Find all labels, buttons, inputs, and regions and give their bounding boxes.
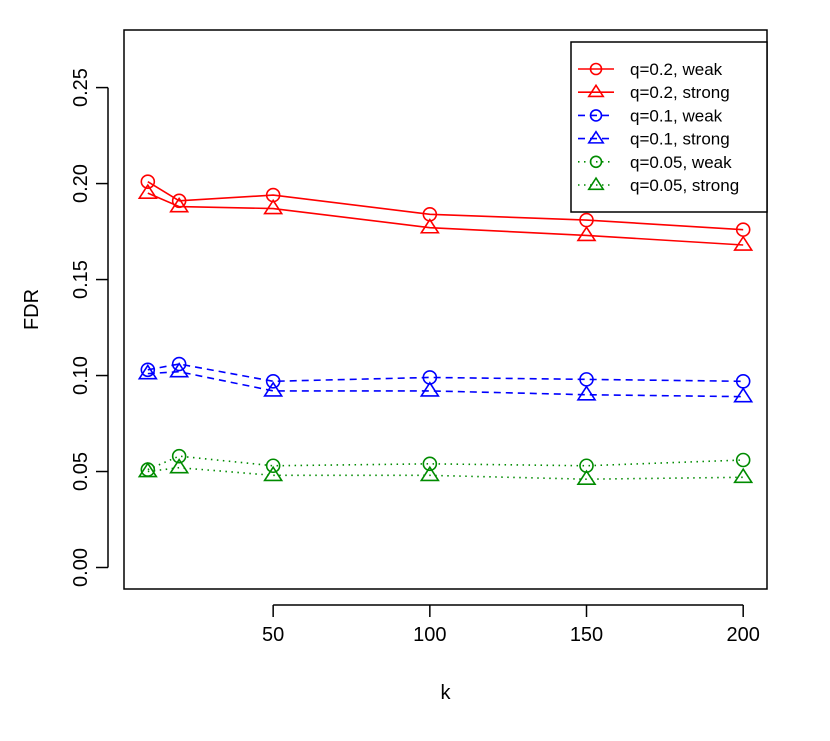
triangle-marker [137, 183, 158, 200]
y-tick-label: 0.00 [70, 548, 92, 587]
circle-marker [422, 456, 438, 472]
legend-label: q=0.1, weak [630, 106, 723, 125]
legend-label: q=0.2, weak [630, 60, 723, 79]
triangle-marker [587, 83, 605, 98]
circle-marker [589, 109, 603, 122]
series-line [147, 466, 744, 480]
series-line [147, 192, 744, 246]
triangle-marker [263, 381, 284, 397]
triangle-marker [419, 218, 440, 234]
legend-label: q=0.1, strong [630, 130, 730, 149]
circle-marker [140, 174, 156, 189]
circle-marker [265, 373, 281, 389]
series-group [137, 183, 754, 251]
triangle-marker [733, 235, 754, 251]
triangle-marker [169, 458, 190, 474]
triangle-marker [733, 387, 754, 403]
x-tick-label: 200 [726, 624, 759, 646]
x-axis-title: k [441, 682, 452, 704]
circle-marker [589, 62, 603, 76]
series-line [147, 363, 744, 383]
y-tick-label: 0.15 [70, 260, 92, 299]
triangle-marker [137, 364, 158, 380]
circle-marker [140, 362, 156, 378]
triangle-marker [419, 381, 440, 397]
series-layer [137, 174, 754, 486]
triangle-marker [169, 197, 190, 213]
triangle-marker [587, 130, 605, 144]
legend-label: q=0.05, strong [630, 176, 739, 195]
triangle-marker [263, 465, 284, 482]
y-tick-label: 0.10 [70, 356, 92, 395]
triangle-marker [576, 225, 597, 242]
legend-label: q=0.05, weak [630, 153, 732, 172]
y-axis-title: FDR [21, 289, 43, 330]
x-tick-label: 100 [413, 624, 446, 646]
series-line [147, 455, 744, 471]
triangle-marker [137, 461, 158, 478]
triangle-marker [587, 176, 605, 191]
legend-label: q=0.2, strong [630, 83, 730, 102]
y-tick-label: 0.25 [70, 68, 92, 107]
triangle-marker [576, 469, 597, 486]
y-tick-label: 0.20 [70, 164, 92, 203]
x-tick-label: 50 [262, 624, 284, 646]
circle-marker [735, 452, 751, 468]
legend: q=0.2, weak q=0.2, strong q=0.1, weak q=0.1… [570, 41, 768, 213]
y-tick-label: 0.05 [70, 452, 92, 491]
circle-marker [589, 155, 603, 169]
series-group [137, 458, 754, 486]
triangle-marker [263, 198, 284, 215]
triangle-marker [419, 465, 440, 482]
series-group [140, 356, 751, 389]
plot-frame [123, 29, 768, 590]
legend-box [570, 41, 768, 213]
triangle-marker [576, 385, 597, 401]
series-group [137, 362, 754, 403]
x-tick-label: 150 [570, 624, 603, 646]
axes-layer: 50 100 150 200 0.00 0.05 0.10 0.15 0.20 0.25 [70, 29, 768, 646]
circle-marker [265, 458, 281, 474]
triangle-marker [169, 362, 190, 378]
circle-marker [171, 356, 187, 372]
triangle-marker [733, 467, 754, 484]
circle-marker [171, 448, 187, 464]
